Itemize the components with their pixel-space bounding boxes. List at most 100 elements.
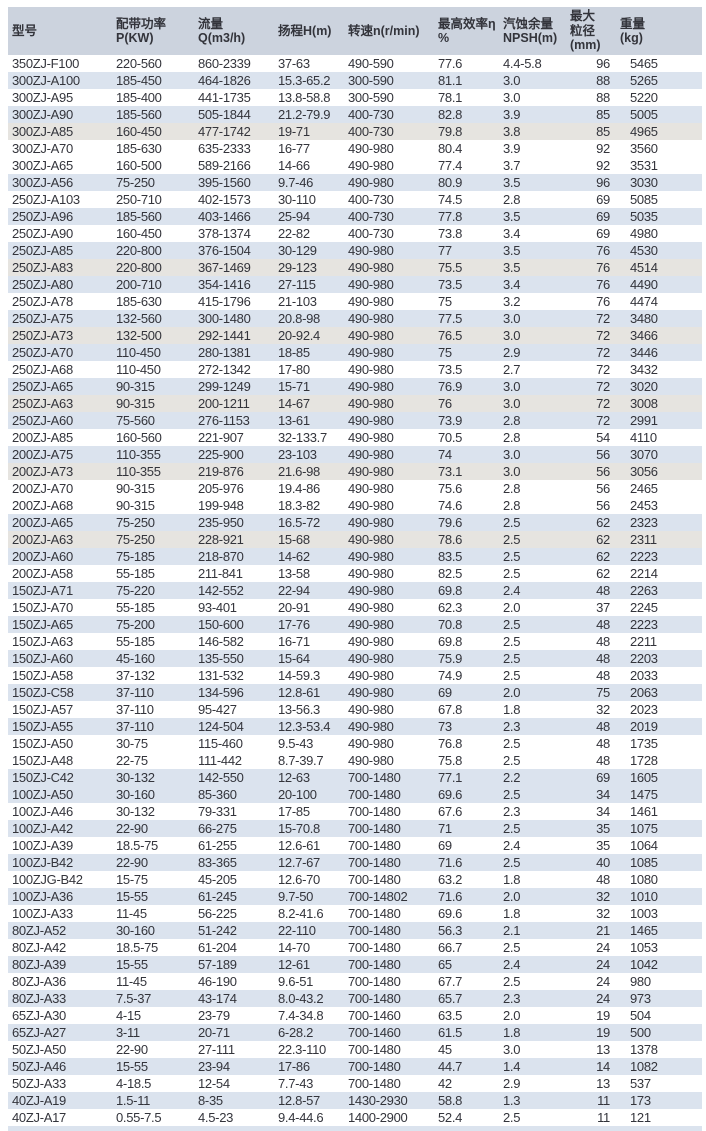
cell-model: 50ZJ-A33 [12,1076,66,1091]
cell-efficiency: 67.6 [438,804,463,819]
column-header-line: 配带功率 [116,16,167,31]
cell-efficiency: 63.5 [438,1008,463,1023]
cell-max_particle: 48 [596,872,610,887]
cell-speed: 700-1480 [348,1042,401,1057]
cell-flow: 93-401 [198,600,237,615]
cell-npsh: 2.5 [503,821,521,836]
cell-max_particle: 85 [596,124,610,139]
table-row: 200ZJ-A58 55-185 211-841 13-58 490-980 82.5 2.… [8,565,702,582]
cell-flow: 280-1381 [198,345,251,360]
cell-flow: 199-948 [198,498,244,513]
cell-power: 22-90 [116,855,148,870]
cell-max_particle: 35 [596,838,610,853]
table-row: 150ZJ-A60 45-160 135-550 15-64 490-980 75.9 2.… [8,650,702,667]
cell-head: 21.2-79.9 [278,107,331,122]
column-header-efficiency: 最高效率η% [434,7,499,55]
cell-power: 132-500 [116,328,162,343]
cell-model: 80ZJ-A42 [12,940,66,955]
cell-head: 17-76 [278,617,310,632]
cell-power: 185-400 [116,90,162,105]
cell-head: 9.5-43 [278,736,314,751]
cell-weight: 1475 [630,787,658,802]
cell-speed: 1430-2930 [348,1093,408,1108]
table-row: 150ZJ-A71 75-220 142-552 22-94 490-980 69.8 2.… [8,582,702,599]
cell-max_particle: 14 [596,1059,610,1074]
cell-head: 16-71 [278,634,310,649]
cell-npsh: 2.5 [503,668,521,683]
cell-head: 18.3-82 [278,498,320,513]
cell-power: 75-250 [116,515,155,530]
cell-model: 100ZJ-B42 [12,855,73,870]
cell-speed: 490-980 [348,141,394,156]
cell-model: 200ZJ-A68 [12,498,73,513]
table-row: 100ZJ-A46 30-132 79-331 17-85 700-1480 67.6 2.… [8,803,702,820]
cell-speed: 490-980 [348,566,394,581]
cell-efficiency: 69.8 [438,634,463,649]
cell-power: 7.5-37 [116,991,152,1006]
table-row: 50ZJ-A46 15-55 23-94 17-86 700-1480 44.7 1.4 14… [8,1058,702,1075]
cell-head: 30-110 [278,192,316,207]
cell-head: 16-77 [278,141,310,156]
cell-flow: 61-255 [198,838,237,853]
cell-speed: 490-980 [348,447,394,462]
table-row: 250ZJ-A96 185-560 403-1466 25-94 400-730 77.8… [8,208,702,225]
cell-npsh: 2.5 [503,736,521,751]
cell-power: 220-560 [116,56,162,71]
cell-flow: 354-1416 [198,277,251,292]
cell-flow: 66-275 [198,821,237,836]
cell-speed: 700-1480 [348,923,401,938]
cell-max_particle: 69 [596,226,610,241]
table-row: 300ZJ-A90 185-560 505-1844 21.2-79.9 400-730… [8,106,702,123]
cell-max_particle: 48 [596,634,610,649]
cell-weight: 1728 [630,753,658,768]
cell-model: 150ZJ-A58 [12,668,73,683]
cell-max_particle: 69 [596,770,610,785]
cell-npsh: 2.5 [503,532,521,547]
table-row: 150ZJ-C42 30-132 142-550 12-63 700-1480 77.1 2… [8,769,702,786]
cell-speed: 490-980 [348,515,394,530]
cell-max_particle: 69 [596,192,610,207]
column-header-power: 配带功率 P(KW) [112,7,194,55]
cell-max_particle: 62 [596,532,610,547]
cell-model: 100ZJ-A33 [12,906,73,921]
cell-flow: 27-111 [198,1042,235,1057]
cell-weight: 3030 [630,175,658,190]
cell-max_particle: 24 [596,974,610,989]
cell-flow: 395-1560 [198,175,251,190]
cell-head: 22.3-110 [278,1042,326,1057]
cell-efficiency: 44.7 [438,1059,463,1074]
cell-head: 14-62 [278,549,310,564]
cell-npsh: 2.9 [503,345,521,360]
cell-npsh: 2.5 [503,940,521,955]
cell-max_particle: 11 [597,1110,610,1125]
table-row: 150ZJ-C58 37-110 134-596 12.8-61 490-980 69 2.… [8,684,702,701]
cell-weight: 2019 [630,719,658,734]
table-row: 100ZJ-A39 18.5-75 61-255 12.6-61 700-1480 69 2… [8,837,702,854]
cell-power: 55-185 [116,600,155,615]
cell-speed: 490-980 [348,396,394,411]
cell-head: 8.0-43.2 [278,991,324,1006]
cell-max_particle: 40 [596,855,610,870]
cell-head: 12.3-53.4 [278,719,331,734]
cell-weight: 3070 [630,447,658,462]
cell-head: 29-123 [278,260,317,275]
cell-weight: 1082 [630,1059,658,1074]
cell-model: 50ZJ-A50 [12,1042,66,1057]
column-header-head: 扬程H(m) [274,7,344,55]
cell-efficiency: 73 [438,719,452,734]
table-row: 50ZJ-A50 22-90 27-111 22.3-110 700-1480 45 3.0… [8,1041,702,1058]
cell-head: 9.6-51 [278,974,314,989]
cell-efficiency: 65 [438,957,452,972]
cell-speed: 490-980 [348,702,394,717]
cell-efficiency: 82.5 [438,566,463,581]
cell-max_particle: 35 [596,821,610,836]
cell-weight: 5265 [630,73,658,88]
cell-efficiency: 42 [438,1076,452,1091]
cell-flow: 135-550 [198,651,244,666]
cell-model: 200ZJ-A65 [12,515,73,530]
cell-npsh: 3.0 [503,73,521,88]
table-row: 40ZJ-A19 1.5-11 8-35 12.8-57 1430-2930 58.8 1.… [8,1092,702,1109]
table-row: 250ZJ-A63 90-315 200-1211 14-67 490-980 76 3.0… [8,395,702,412]
table-row: 250ZJ-A73 132-500 292-1441 20-92.4 490-980 76… [8,327,702,344]
cell-weight: 1378 [630,1042,658,1057]
